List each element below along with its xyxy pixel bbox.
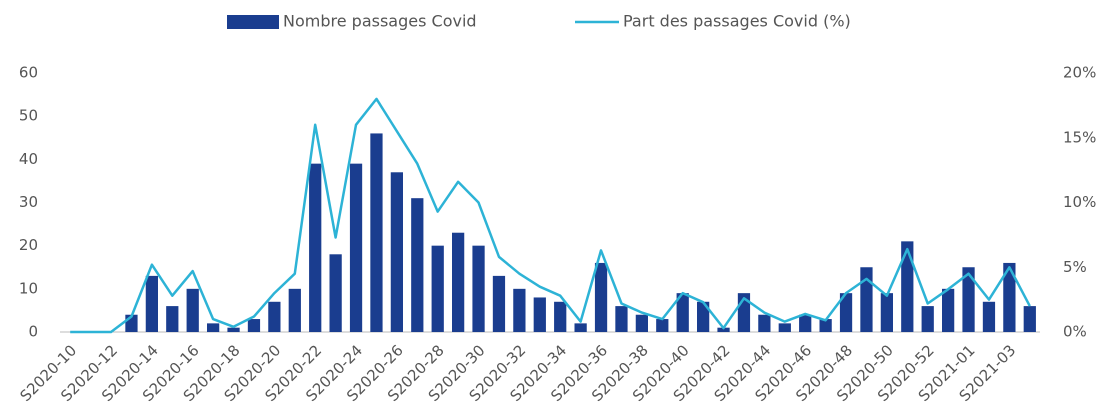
bar — [880, 293, 893, 332]
legend-label: Nombre passages Covid — [283, 12, 477, 31]
bar — [921, 306, 934, 332]
bar — [615, 306, 628, 332]
bar — [411, 198, 424, 332]
y-tick-label: 20 — [19, 236, 38, 254]
legend-label: Part des passages Covid (%) — [623, 12, 851, 31]
bar — [860, 267, 873, 332]
y2-tick-label: 0% — [1063, 323, 1087, 341]
bar — [901, 241, 914, 332]
bar — [676, 293, 689, 332]
y-tick-label: 0 — [28, 323, 38, 341]
bar — [431, 245, 444, 332]
bar — [635, 314, 648, 332]
bar — [247, 319, 261, 332]
y2-tick-label: 20% — [1063, 64, 1096, 82]
bar — [1023, 306, 1036, 332]
bar — [513, 288, 526, 332]
bar — [819, 319, 832, 332]
bar — [227, 327, 240, 332]
y-tick-label: 50 — [19, 107, 38, 125]
legend-swatch — [227, 15, 279, 29]
bar — [839, 293, 853, 332]
bar — [554, 301, 567, 332]
bar — [594, 262, 608, 332]
bar — [778, 323, 791, 332]
bar — [166, 306, 179, 332]
bar — [390, 172, 403, 332]
bar — [207, 323, 220, 332]
y2-tick-label: 5% — [1063, 258, 1087, 276]
y2-tick-label: 10% — [1063, 193, 1096, 211]
bar — [349, 163, 363, 332]
bar — [982, 301, 996, 332]
bar — [533, 297, 546, 332]
bar — [329, 254, 342, 332]
y-tick-label: 60 — [19, 64, 38, 82]
y-tick-label: 40 — [19, 150, 38, 168]
y2-tick-label: 15% — [1063, 128, 1096, 146]
line — [70, 97, 1031, 334]
bar — [1003, 262, 1016, 332]
bar — [942, 288, 955, 332]
bar — [717, 327, 730, 332]
bar — [309, 163, 322, 332]
y-tick-label: 30 — [19, 193, 38, 211]
bar — [268, 301, 281, 332]
bar — [452, 232, 465, 332]
bar — [758, 314, 771, 332]
bar — [145, 275, 158, 332]
bar — [186, 288, 199, 332]
bar — [656, 319, 669, 332]
y-tick-label: 10 — [19, 279, 38, 297]
bar — [370, 133, 383, 332]
bar — [288, 288, 301, 332]
bar — [472, 245, 485, 332]
bar — [492, 275, 506, 332]
bar — [962, 267, 975, 332]
bar — [697, 301, 710, 332]
bar — [574, 323, 587, 332]
bar — [799, 314, 812, 332]
